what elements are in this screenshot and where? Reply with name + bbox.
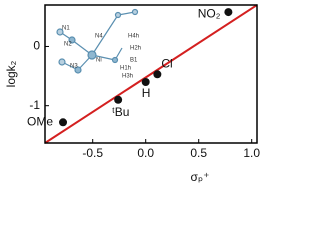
inset-label: N3 — [70, 64, 78, 70]
fit-line — [44, 4, 258, 144]
plot-frame — [44, 4, 258, 144]
point-label: H — [142, 86, 151, 100]
point — [59, 118, 68, 127]
point — [114, 95, 123, 104]
x-tick-label: -0.5 — [82, 146, 103, 160]
inset-label: H3h — [122, 74, 133, 80]
x-tick-label: 0.0 — [137, 146, 154, 160]
inset-structure — [56, 8, 139, 74]
inset-label: B1 — [130, 58, 138, 64]
inset-label: Ni — [96, 58, 102, 64]
inset-label: H1h — [120, 66, 131, 72]
point — [141, 77, 150, 86]
point — [224, 8, 233, 17]
point-label: ᵗBu — [112, 105, 129, 119]
point-label: NO₂ — [198, 6, 221, 20]
y-axis-label: logk₂ — [4, 60, 18, 87]
point — [153, 70, 162, 79]
inset-label: N4 — [95, 34, 103, 40]
y-tick-label: 0 — [33, 39, 40, 53]
inset-label: N1 — [62, 26, 70, 32]
x-axis-label: σₚ⁺ — [191, 170, 210, 184]
inset-label: N2 — [64, 42, 72, 48]
inset-label: H2h — [130, 46, 141, 52]
point-label: OMe — [27, 114, 53, 128]
x-tick-label: 0.5 — [190, 146, 207, 160]
point-label: Cl — [161, 56, 172, 70]
y-tick-label: -1 — [29, 98, 40, 112]
x-tick-label: 1.0 — [243, 146, 260, 160]
inset-label: H4h — [128, 34, 139, 40]
